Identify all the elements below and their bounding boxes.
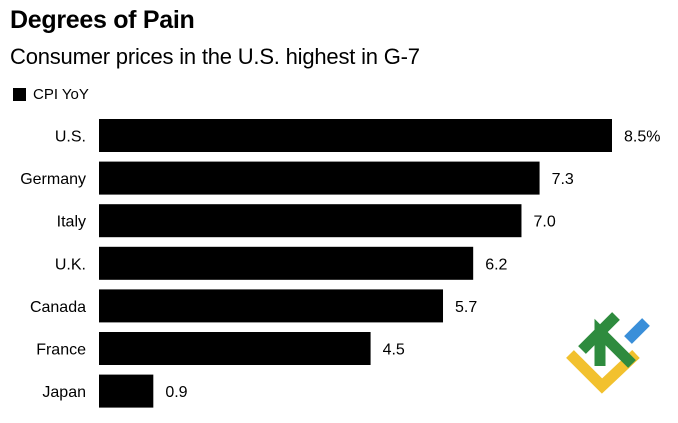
legend-label: CPI YoY [33,86,89,103]
category-label: U.S. [55,129,86,146]
bar [99,246,474,280]
chart-subtitle: Consumer prices in the U.S. highest in G… [10,44,420,69]
brand-logo-icon [566,312,650,394]
data-label: 7.0 [533,214,555,231]
legend: CPI YoY [13,86,89,103]
category-label: Italy [57,214,86,231]
category-label: U.K. [55,256,86,273]
data-label: 6.2 [485,256,507,273]
data-label: 4.5 [383,342,405,359]
category-label: France [36,342,86,359]
bar [99,332,371,365]
data-label: 0.9 [165,384,187,401]
bar [99,374,154,408]
legend-swatch [13,88,26,101]
bar [99,204,522,238]
category-label: Germany [20,171,86,188]
bar [99,289,444,323]
data-label: 7.3 [552,171,574,188]
chart-title: Degrees of Pain [10,6,195,34]
category-label: Japan [42,384,86,401]
bar [99,161,540,195]
data-label: 5.7 [455,299,477,316]
category-label: Canada [30,299,86,316]
data-label: 8.5% [624,129,660,146]
bar [99,119,612,152]
